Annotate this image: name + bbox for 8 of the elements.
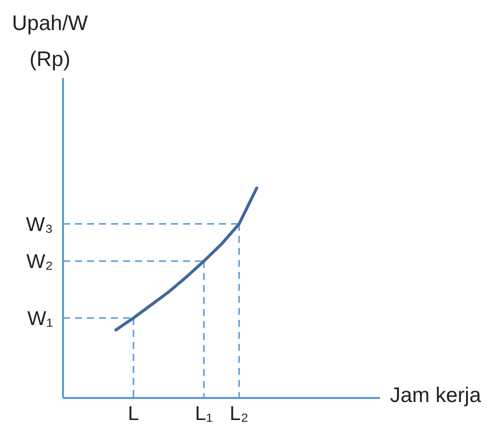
text: Upah/W (Rp)	[12, 11, 88, 73]
x-axis-title: Jam kerja	[390, 384, 482, 408]
ref-line-label: W₃	[26, 214, 53, 236]
ref-line-label: W₁	[27, 308, 54, 330]
ref-line-label: W₂	[26, 251, 53, 274]
x-tick-label: L	[128, 403, 140, 426]
x-tick-label: L₁	[194, 403, 214, 426]
x-tick-label: L₂	[230, 403, 249, 426]
